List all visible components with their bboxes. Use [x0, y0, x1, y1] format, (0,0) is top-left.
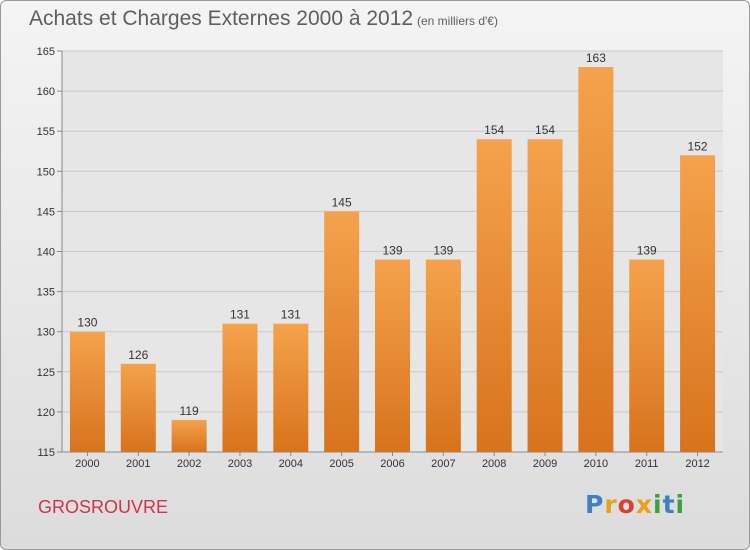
x-tick-label: 2012 [685, 458, 709, 470]
y-tick-label: 140 [37, 247, 55, 259]
x-tick-label: 2010 [584, 458, 608, 470]
x-tick-label: 2008 [482, 458, 506, 470]
data-label: 139 [637, 244, 657, 258]
bar [222, 323, 258, 452]
y-tick-label: 145 [37, 206, 55, 218]
y-tick-label: 120 [37, 407, 55, 419]
bar [578, 67, 614, 452]
y-tick-label: 135 [37, 287, 55, 299]
y-tick-label: 115 [37, 447, 55, 459]
proxiti-logo: Proxiti [585, 490, 685, 519]
x-tick-label: 2000 [75, 458, 99, 470]
bar [69, 331, 105, 452]
chart-title: Achats et Charges Externes 2000 à 2012 [29, 7, 414, 30]
logo-letter: r [604, 490, 618, 519]
bar [680, 155, 716, 452]
data-label: 145 [332, 195, 352, 209]
bar [629, 259, 665, 452]
data-label: 131 [230, 308, 250, 322]
bar [324, 211, 360, 452]
x-tick-label: 2011 [635, 458, 659, 470]
logo-letter: x [635, 490, 653, 519]
data-label: 130 [77, 316, 97, 330]
bar [273, 323, 309, 452]
x-tick-label: 2004 [279, 458, 303, 470]
y-tick-label: 130 [37, 327, 55, 339]
data-label: 154 [535, 123, 555, 137]
bar [171, 419, 207, 452]
bar [120, 363, 156, 452]
bar [425, 259, 461, 452]
logo-letter: i [675, 490, 686, 519]
y-tick-label: 125 [37, 367, 55, 379]
x-tick-label: 2006 [380, 458, 404, 470]
logo-letter: o [617, 490, 636, 519]
commune-name: GROSROUVRE [38, 497, 169, 517]
data-label: 152 [688, 139, 708, 153]
data-label: 131 [281, 308, 301, 322]
chart-unit: (en milliers d'€) [417, 14, 498, 28]
y-tick-label: 150 [37, 166, 55, 178]
data-label: 154 [484, 123, 504, 137]
data-label: 126 [128, 348, 148, 362]
logo-letter: i [653, 490, 663, 519]
x-tick-label: 2001 [126, 458, 150, 470]
bar [476, 139, 512, 452]
y-tick-label: 155 [37, 126, 55, 138]
x-tick-label: 2003 [228, 458, 252, 470]
data-label: 119 [180, 404, 199, 418]
data-label: 139 [433, 244, 453, 258]
y-tick-label: 165 [37, 46, 55, 58]
bar [527, 139, 563, 452]
y-tick-label: 160 [37, 86, 55, 98]
data-label: 163 [586, 51, 606, 65]
data-label: 139 [382, 244, 402, 258]
logo-letter: t [662, 490, 676, 519]
bar [375, 259, 410, 452]
x-tick-label: 2007 [431, 458, 455, 470]
logo-letter: P [585, 490, 605, 519]
x-tick-label: 2005 [329, 458, 353, 470]
x-tick-label: 2009 [533, 458, 557, 470]
x-tick-label: 2002 [177, 458, 201, 470]
